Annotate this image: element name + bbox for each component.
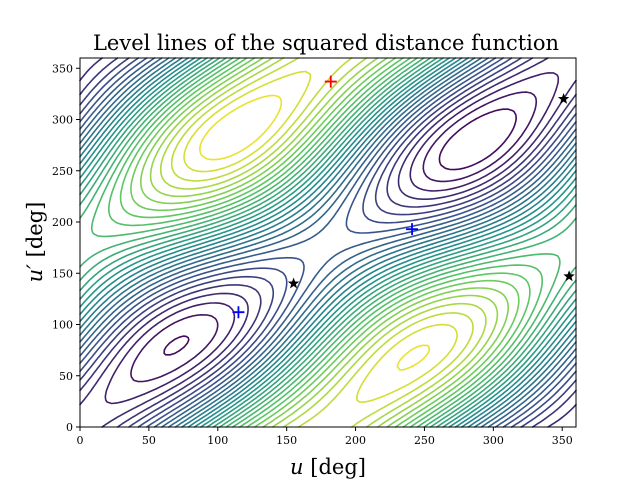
contour-level bbox=[79, 57, 577, 428]
x-tick-label: 350 bbox=[552, 434, 573, 447]
contour-level bbox=[170, 57, 474, 428]
y-tick-label: 200 bbox=[52, 216, 73, 229]
contour-level bbox=[108, 57, 543, 428]
contour-level bbox=[79, 57, 577, 428]
y-tick-label: 50 bbox=[59, 370, 73, 383]
y-tick-label: 350 bbox=[52, 62, 73, 75]
x-tick-label: 50 bbox=[142, 434, 156, 447]
y-axis-unit: [deg] bbox=[23, 202, 47, 258]
contour-level bbox=[199, 94, 431, 371]
x-tick-label: 0 bbox=[77, 434, 84, 447]
plot-area bbox=[79, 57, 577, 428]
y-tick-label: 0 bbox=[66, 421, 73, 434]
y-tick-label: 250 bbox=[52, 165, 73, 178]
contour-level bbox=[79, 57, 577, 428]
x-axis-label: u [deg] bbox=[290, 455, 366, 479]
contour-level bbox=[79, 57, 577, 428]
x-axis-variable: u bbox=[290, 455, 304, 479]
minimum-marker bbox=[406, 223, 419, 236]
chart-title: Level lines of the squared distance func… bbox=[93, 31, 559, 55]
plot-frame bbox=[79, 57, 577, 428]
y-axis-label: u′ [deg] bbox=[23, 202, 47, 283]
contour-level bbox=[79, 57, 577, 428]
y-tick-label: 150 bbox=[52, 267, 73, 280]
x-axis-ticks: 0 50 100 150 200 250 300 350 bbox=[77, 427, 573, 447]
y-axis-ticks: 0 50 100 150 200 250 300 350 bbox=[52, 62, 80, 434]
x-axis-unit: [deg] bbox=[310, 455, 366, 479]
x-tick-label: 300 bbox=[483, 434, 504, 447]
maximum-marker bbox=[324, 75, 337, 88]
contour-level bbox=[159, 57, 487, 428]
y-tick-label: 100 bbox=[52, 319, 73, 332]
saddle-marker bbox=[563, 270, 575, 282]
contour-level bbox=[130, 91, 538, 383]
saddle-marker bbox=[287, 277, 300, 289]
markers bbox=[232, 75, 575, 319]
contour-level bbox=[79, 57, 577, 428]
contour-level bbox=[79, 57, 577, 428]
saddle-marker bbox=[557, 93, 570, 104]
contour-level bbox=[119, 57, 531, 428]
contour-level bbox=[79, 57, 577, 428]
contour-level bbox=[140, 57, 509, 428]
contour-level bbox=[163, 108, 517, 356]
contour-level bbox=[79, 57, 577, 428]
minimum-marker bbox=[232, 306, 245, 319]
plot-background bbox=[80, 58, 576, 427]
y-axis-variable: u′ bbox=[23, 264, 47, 283]
x-tick-label: 150 bbox=[276, 434, 297, 447]
contour-level bbox=[104, 72, 560, 405]
contour-level bbox=[183, 70, 458, 403]
contour-level bbox=[79, 57, 577, 428]
y-tick-label: 300 bbox=[52, 114, 73, 127]
x-tick-label: 250 bbox=[414, 434, 435, 447]
x-tick-label: 200 bbox=[345, 434, 366, 447]
x-tick-label: 100 bbox=[207, 434, 228, 447]
